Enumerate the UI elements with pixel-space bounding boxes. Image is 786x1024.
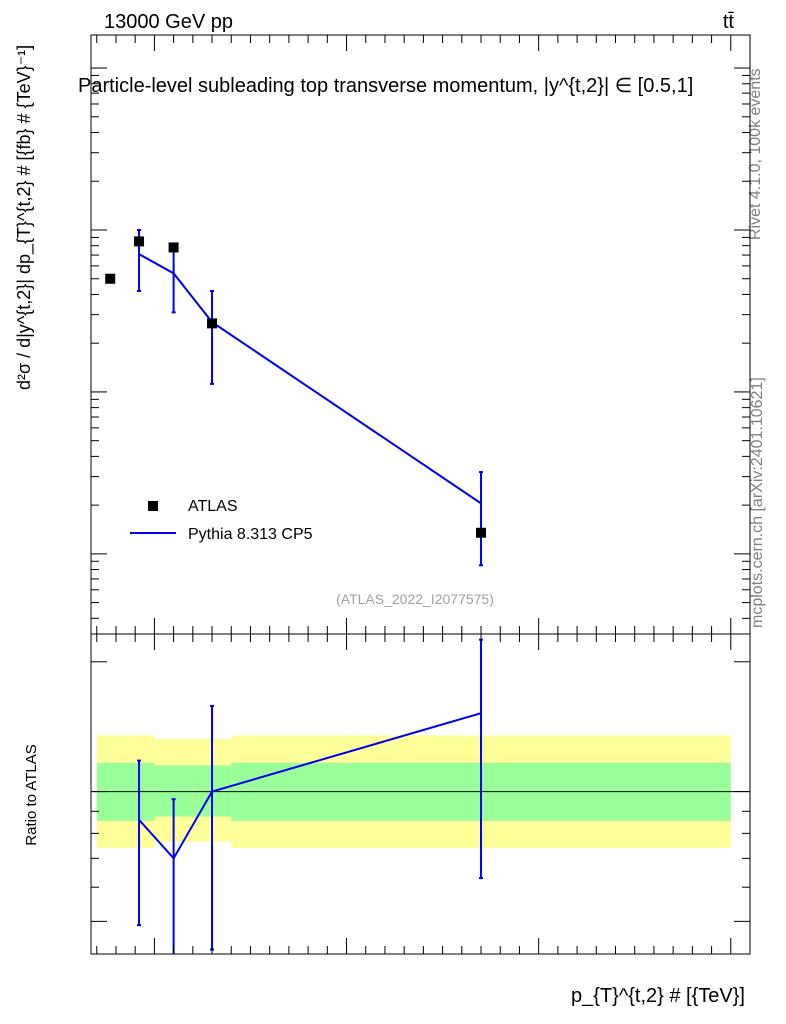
legend-atlas-label: ATLAS — [188, 498, 238, 515]
atlas-data-point — [134, 236, 145, 247]
main-panel: (ATLAS_2022_I2077575) Particle-level sub… — [14, 34, 751, 635]
ratio-data-layer — [91, 638, 750, 954]
ratio-frame — [90, 633, 751, 955]
ratio-y-axis-label: Ratio to ATLAS — [23, 744, 40, 845]
pythia-line — [138, 253, 482, 505]
ratio-pythia-line — [138, 712, 482, 861]
ratio-ticks — [91, 634, 750, 954]
energy-label: 13000 GeV pp — [104, 11, 233, 33]
x-axis-label: p_{T}^{t,2} # [{TeV}] — [571, 985, 745, 1007]
rivet-label: Rivet 4.1.0, 100k events — [747, 68, 764, 240]
atlas-data-point — [168, 242, 179, 253]
atlas-data-point — [476, 527, 487, 538]
legend: ATLAS Pythia 8.313 CP5 — [130, 498, 313, 543]
main-ticks — [91, 35, 750, 634]
ratio-panel: Ratio to ATLAS p_{T}^{t,2} # [{TeV}] — [23, 633, 751, 1007]
mcplots-label: mcplots.cern.ch [arXiv:2401.10621] — [749, 377, 766, 628]
legend-pythia-label: Pythia 8.313 CP5 — [188, 526, 313, 543]
atlas-data-point — [207, 318, 218, 329]
main-data-layer — [105, 228, 487, 567]
main-frame — [90, 34, 751, 635]
analysis-watermark: (ATLAS_2022_I2077575) — [336, 591, 494, 607]
legend-atlas-marker — [148, 501, 158, 511]
main-y-axis-label: d²σ / d|y^{t,2}| dp_{T}^{t,2} # [{fb} # … — [14, 45, 35, 390]
atlas-data-point — [105, 273, 116, 284]
main-title: Particle-level subleading top transverse… — [78, 75, 693, 97]
process-label: tt̄ — [723, 11, 735, 33]
